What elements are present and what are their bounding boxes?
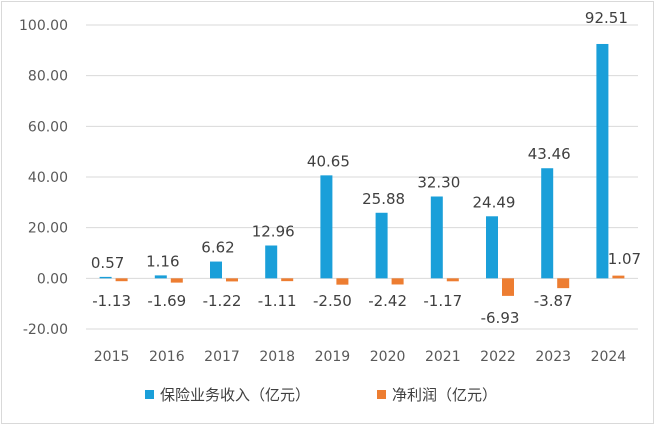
data-label-net-profit: -3.87: [534, 292, 573, 310]
data-label-insurance-revenue: 43.46: [528, 145, 571, 163]
x-tick-label: 2017: [204, 349, 240, 365]
x-tick-label: 2019: [315, 349, 351, 365]
bar-net-profit: [391, 278, 404, 285]
data-label-net-profit: -1.22: [203, 292, 242, 310]
data-label-insurance-revenue: 6.62: [201, 239, 234, 257]
bar-insurance-revenue: [596, 43, 609, 279]
data-label-insurance-revenue: 92.51: [585, 9, 628, 27]
y-tick-label: 80.00: [28, 69, 68, 85]
legend-swatch-insurance-revenue: [145, 390, 154, 399]
data-labels: 0.57 -1.13 1.16 -1.69 6.62 -1.22 12.96 -1.11 40.…: [91, 9, 641, 327]
data-label-net-profit: -2.50: [313, 292, 352, 310]
legend-swatch-net-profit: [377, 390, 386, 399]
data-label-insurance-revenue: 25.88: [362, 190, 405, 208]
y-tick-label: 40.00: [28, 170, 68, 186]
data-label-net-profit: -2.42: [368, 292, 407, 310]
data-label-net-profit: -1.11: [258, 292, 297, 310]
bar-net-profit: [115, 278, 128, 282]
x-tick-label: 2016: [149, 349, 185, 365]
x-axis-ticks: 2015 2016 2017 2018 2019 2020 2021 2022 2023 2024: [94, 349, 627, 365]
bar-net-profit: [336, 278, 349, 285]
bar-net-profit: [226, 278, 238, 282]
bar-net-profit: [446, 278, 459, 282]
y-tick-label: -20.00: [23, 322, 68, 338]
bar-insurance-revenue: [99, 276, 112, 279]
legend-label-net-profit: 净利润（亿元）: [392, 386, 497, 404]
data-label-net-profit: -1.13: [92, 292, 131, 310]
y-tick-label: 100.00: [19, 18, 68, 34]
data-label-net-profit: -6.93: [481, 309, 520, 327]
y-axis-ticks: 100.00 80.00 60.00 40.00 20.00 0.00 -20.00: [19, 18, 68, 338]
legend: 保险业务收入（亿元） 净利润（亿元）: [145, 386, 497, 404]
x-tick-label: 2020: [370, 349, 406, 365]
data-label-net-profit: 1.07: [608, 250, 641, 268]
data-label-insurance-revenue: 12.96: [252, 223, 295, 241]
data-label-insurance-revenue: 40.65: [307, 152, 350, 170]
data-label-insurance-revenue: 0.57: [91, 254, 124, 272]
bar-net-profit: [502, 278, 514, 296]
x-tick-label: 2015: [94, 349, 130, 365]
bar-insurance-revenue: [210, 261, 222, 279]
y-tick-label: 60.00: [28, 119, 68, 135]
bar-net-profit: [612, 275, 625, 279]
bar-insurance-revenue: [154, 275, 167, 279]
legend-label-insurance-revenue: 保险业务收入（亿元）: [160, 386, 310, 404]
bar-insurance-revenue: [430, 196, 443, 279]
bar-insurance-revenue: [375, 212, 388, 279]
x-tick-label: 2023: [535, 349, 571, 365]
bar-insurance-revenue: [320, 175, 333, 279]
x-tick-label: 2021: [425, 349, 461, 365]
x-tick-label: 2024: [591, 349, 627, 365]
x-tick-label: 2018: [259, 349, 295, 365]
data-label-insurance-revenue: 24.49: [473, 193, 516, 211]
bar-insurance-revenue: [541, 168, 554, 279]
y-tick-label: 20.00: [28, 221, 68, 237]
bar-net-profit: [170, 278, 183, 283]
data-label-net-profit: -1.17: [423, 292, 462, 310]
bar-insurance-revenue: [486, 216, 498, 279]
bar-net-profit: [557, 278, 570, 289]
data-label-insurance-revenue: 1.16: [146, 252, 179, 270]
y-tick-label: 0.00: [37, 271, 68, 287]
data-label-insurance-revenue: 32.30: [417, 174, 460, 192]
bars: [99, 43, 625, 296]
bar-insurance-revenue: [265, 245, 278, 279]
x-tick-label: 2022: [480, 349, 516, 365]
data-label-net-profit: -1.69: [147, 292, 186, 310]
gridlines: [86, 24, 638, 330]
bar-net-profit: [281, 278, 294, 282]
